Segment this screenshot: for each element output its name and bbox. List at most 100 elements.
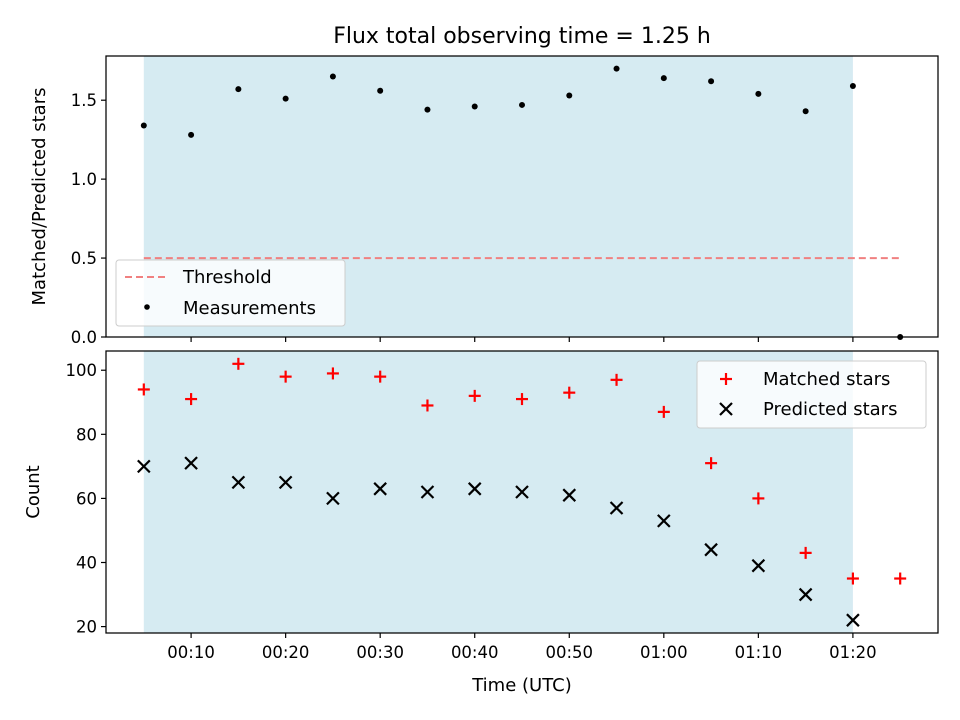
predicted-star-point [846,613,860,627]
predicted-star-point [515,485,529,499]
predicted-star-point-b [420,485,435,499]
legend-measurements-swatch [144,304,150,310]
matched-star-point [610,373,623,386]
predicted-star-point [798,587,813,602]
predicted-star-point [420,485,435,499]
predicted-star-point [609,501,624,515]
measurement-point [613,65,620,72]
predicted-star-point-b [467,482,482,496]
ratio-y-tick-label: 0.5 [71,249,97,268]
predicted-star-point-b [704,542,718,557]
measurement-point [140,122,147,129]
predicted-star-point-b [798,587,813,602]
predicted-star-point-b [278,475,293,490]
matched-star-point [752,492,765,505]
count-y-tick-label: 80 [76,425,97,444]
count-y-tick-label: 40 [76,554,97,573]
count-y-axis: 20 40 60 80 100 [66,361,106,637]
legend-threshold-label: Threshold [182,267,272,288]
count-panel: 20 40 60 80 100 00:10 00:20 00:30 00:40 00:50 01:… [23,350,939,696]
ratio-y-tick-label: 1.0 [71,170,97,189]
legend-matched-marker [720,373,732,385]
predicted-star-point-b [562,488,577,502]
count-y-tick-label: 20 [76,618,97,637]
measurement-point [802,108,809,115]
matched-star-point [326,367,339,380]
ratio-series-layer [140,65,904,340]
matched-star-point [185,393,198,406]
count-legend-box [696,360,927,429]
predicted-star-point [704,542,718,557]
matched-star-point [799,546,812,559]
ratio-x-axis [190,337,854,342]
predicted-star-point [373,482,387,496]
predicted-star-point [137,459,151,474]
measurement-point [424,106,431,113]
matched-star-point [894,572,907,585]
count-panel-frame [105,350,939,634]
matched-star-point [279,370,292,383]
legend-matched-label: Matched stars [763,369,890,390]
ratio-y-tick-label: 0.0 [71,328,97,347]
predicted-star-point-b [657,514,671,528]
legend-predicted-label: Predicted stars [763,399,897,420]
time-x-tick-label: 00:10 [167,643,215,662]
measurement-point [329,73,336,80]
ratio-y-axis-label: Matched/Predicted stars [29,88,50,306]
matched-star-point [516,393,528,406]
predicted-star-point [657,514,671,528]
ratio-y-axis: 0.0 0.5 1.0 1.5 [71,91,106,347]
predicted-star-point [562,488,577,502]
ratio-y-tick-label: 1.5 [71,91,97,110]
measurement-point [282,95,289,102]
legend-matched-swatch [720,373,732,385]
time-x-tick-label: 00:40 [451,643,499,662]
time-x-tick-label: 00:30 [356,643,404,662]
legend-predicted-marker-b [719,402,733,416]
predicted-star-point-b [231,475,246,490]
predicted-star-point-b [137,459,151,474]
time-x-tick-label: 01:00 [640,643,688,662]
predicted-star-point [326,491,340,506]
matched-star-point [137,383,150,396]
matched-star-point [563,386,576,399]
predicted-star-point-b [609,501,624,515]
time-x-tick-label: 00:50 [545,643,593,662]
measurement-point [471,103,478,110]
count-x-axis: 00:10 00:20 00:30 00:40 00:50 01:00 01:10 01:20 [167,633,877,662]
count-series-layer [137,357,907,627]
predicted-star-point-b [846,613,860,627]
predicted-star-point-b [751,558,766,573]
matched-star-point [468,389,481,402]
matched-star-point [232,357,245,370]
measurement-point [849,82,856,89]
predicted-star-point-b [184,456,198,470]
predicted-star-point [278,475,293,490]
legend-measurements-label: Measurements [183,298,316,319]
count-y-tick-label: 100 [66,361,98,380]
measurement-point [755,90,762,97]
predicted-star-point-b [515,485,529,499]
predicted-star-point-b [326,491,340,506]
chart-title: Flux total observing time = 1.25 h [333,24,711,49]
predicted-star-point [184,456,198,470]
legend-predicted-marker [719,402,733,416]
time-x-tick-label: 01:20 [829,643,877,662]
legend-predicted-swatch [719,402,733,416]
measurement-point [188,131,195,138]
count-y-tick-label: 60 [76,489,97,508]
predicted-star-point [467,482,482,496]
time-x-tick-label: 01:10 [735,643,783,662]
measurement-point [566,92,573,99]
measurement-point [235,86,242,93]
measurement-point [708,78,715,85]
matched-star-point [421,399,434,412]
time-x-axis-label: Time (UTC) [471,675,572,696]
matched-star-point [657,405,670,418]
matched-star-point [846,572,859,585]
count-y-axis-label: Count [23,465,44,518]
predicted-star-point [231,475,246,490]
matched-star-point [705,457,718,470]
measurement-point [660,75,667,82]
